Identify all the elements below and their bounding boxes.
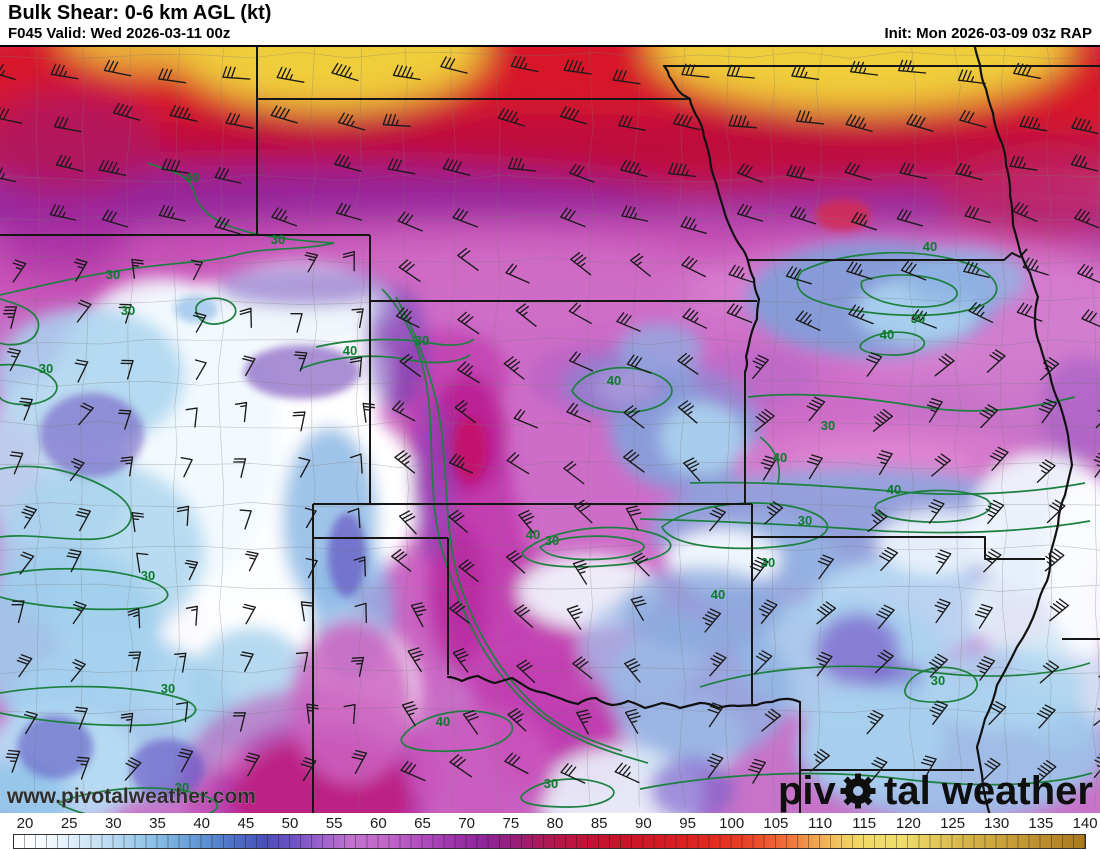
contour-line	[0, 465, 133, 541]
contour-line	[0, 298, 40, 346]
contour-line	[0, 242, 335, 296]
colorbar-tick: 70	[458, 815, 476, 832]
shear-contour-lines	[0, 162, 1093, 813]
gear-icon	[840, 773, 876, 809]
colorbar-tick: 130	[984, 815, 1010, 832]
contour-line	[660, 502, 829, 550]
contour-line	[0, 685, 197, 727]
contour-label: 40	[343, 343, 357, 358]
contour-line	[538, 535, 645, 561]
colorbar-tick: 75	[502, 815, 520, 832]
contour-line	[699, 662, 1091, 688]
colorbar-tick: 35	[149, 815, 166, 832]
contour-label: 40	[773, 450, 787, 465]
contour-label: 30	[121, 303, 135, 318]
colorbar-tick: 25	[60, 815, 78, 832]
colorbar-tick: 95	[679, 815, 696, 832]
watermark: www.pivotalweather.com	[6, 785, 256, 808]
contour-line	[639, 772, 1093, 790]
contour-label: 30	[106, 267, 120, 282]
contour-line	[571, 366, 673, 414]
colorbar-gradient	[13, 834, 1086, 849]
logo-text-left: piv	[778, 769, 837, 813]
colorbar-tick: 45	[237, 815, 255, 832]
colorbar-tick: 125	[940, 815, 966, 832]
state-borders	[0, 47, 1100, 813]
contour-label: 40	[526, 527, 540, 542]
contour-label: 30	[544, 776, 558, 791]
contour-label: 40	[185, 170, 199, 185]
colorbar-tick: 55	[325, 815, 343, 832]
contour-line	[796, 251, 998, 317]
contour-line	[400, 710, 514, 753]
colorbar-tick: 65	[414, 815, 431, 832]
contour-labels: 40 30 30 30 30 40 30 40 30 40 30 40 40 30 40 30 30 40 30 30…	[39, 170, 945, 795]
colorbar-tick: 120	[895, 815, 921, 832]
colorbar-tick: 40	[193, 815, 211, 832]
contour-label: 30	[761, 555, 775, 570]
river-borders	[446, 47, 1074, 813]
colorbar-tick: 30	[104, 815, 122, 832]
colorbar-segments	[13, 834, 1086, 849]
contour-line	[147, 162, 335, 244]
contour-line	[395, 296, 623, 752]
colorbar-tick: 60	[370, 815, 387, 832]
weather-map: 40 30 30 30 30 40 30 40 30 40 30 40 40 30 40 30 30 40 30 30…	[0, 45, 1100, 813]
contour-line	[859, 331, 926, 356]
shear-fill-field-spots	[17, 199, 871, 799]
pivotal-weather-logo: piv tal weather	[778, 769, 1093, 813]
contour-label: 40	[923, 239, 937, 254]
colorbar-tick: 90	[635, 815, 652, 832]
colorbar-tick: 110	[808, 815, 833, 832]
contour-label: 40	[436, 714, 450, 729]
header-bar: Bulk Shear: 0-6 km AGL (kt) F045 Valid: …	[0, 0, 1100, 45]
contour-label: 40	[607, 373, 621, 388]
colorbar-tick: 85	[590, 815, 608, 832]
colorbar-tick: 50	[281, 815, 299, 832]
map-title: Bulk Shear: 0-6 km AGL (kt)	[8, 2, 272, 24]
colorbar-tick: 115	[852, 815, 877, 832]
contour-label: 30	[39, 361, 53, 376]
contour-line	[860, 274, 958, 308]
contour-line	[904, 666, 978, 703]
valid-time-label: F045 Valid: Wed 2026-03-11 00z	[8, 25, 231, 42]
contour-label: 40	[711, 587, 725, 602]
shear-fill-field-medium	[0, 241, 1100, 813]
contour-line	[520, 778, 615, 808]
contour-line	[315, 338, 475, 348]
logo-text-right: tal weather	[884, 769, 1093, 813]
contour-label: 40	[880, 327, 894, 342]
colorbar-tick: 140	[1072, 815, 1098, 832]
shear-map-canvas: 40 30 30 30 30 40 30 40 30 40 30 40 40 30 40 30 30 40 30 30…	[0, 47, 1100, 813]
contour-label: 30	[798, 513, 812, 528]
colorbar-legend: 20 25 30 35 40 45 50 55 60 65 70 75 80 85 90 95 100 105 11…	[0, 813, 1100, 850]
contour-label: 30	[161, 681, 175, 696]
contour-label: 30	[271, 232, 285, 247]
colorbar-tick: 80	[546, 815, 564, 832]
contour-line	[874, 489, 992, 523]
contour-line	[0, 567, 169, 611]
contour-line	[689, 481, 1086, 496]
contour-line	[639, 518, 1091, 534]
contour-line	[520, 526, 672, 568]
contour-line	[0, 363, 58, 406]
contour-label: 30	[911, 311, 925, 326]
contour-label: 30	[415, 333, 429, 348]
contour-label: 30	[141, 568, 155, 583]
contour-label: 30	[545, 533, 559, 548]
colorbar-tick: 105	[763, 815, 789, 832]
contour-line	[759, 436, 780, 484]
contour-line	[747, 393, 1076, 412]
wind-barbs	[0, 55, 1100, 784]
contour-label: 30	[175, 780, 189, 795]
colorbar-tick: 20	[16, 815, 34, 832]
init-time-label: Init: Mon 2026-03-09 03z RAP	[884, 25, 1092, 42]
contour-line	[57, 787, 219, 813]
contour-label: 40	[887, 482, 901, 497]
colorbar-tick: 135	[1028, 815, 1054, 832]
contour-label: 30	[931, 673, 945, 688]
colorbar-tick: 100	[719, 815, 745, 832]
contour-line	[381, 288, 649, 764]
contour-label: 30	[821, 418, 835, 433]
